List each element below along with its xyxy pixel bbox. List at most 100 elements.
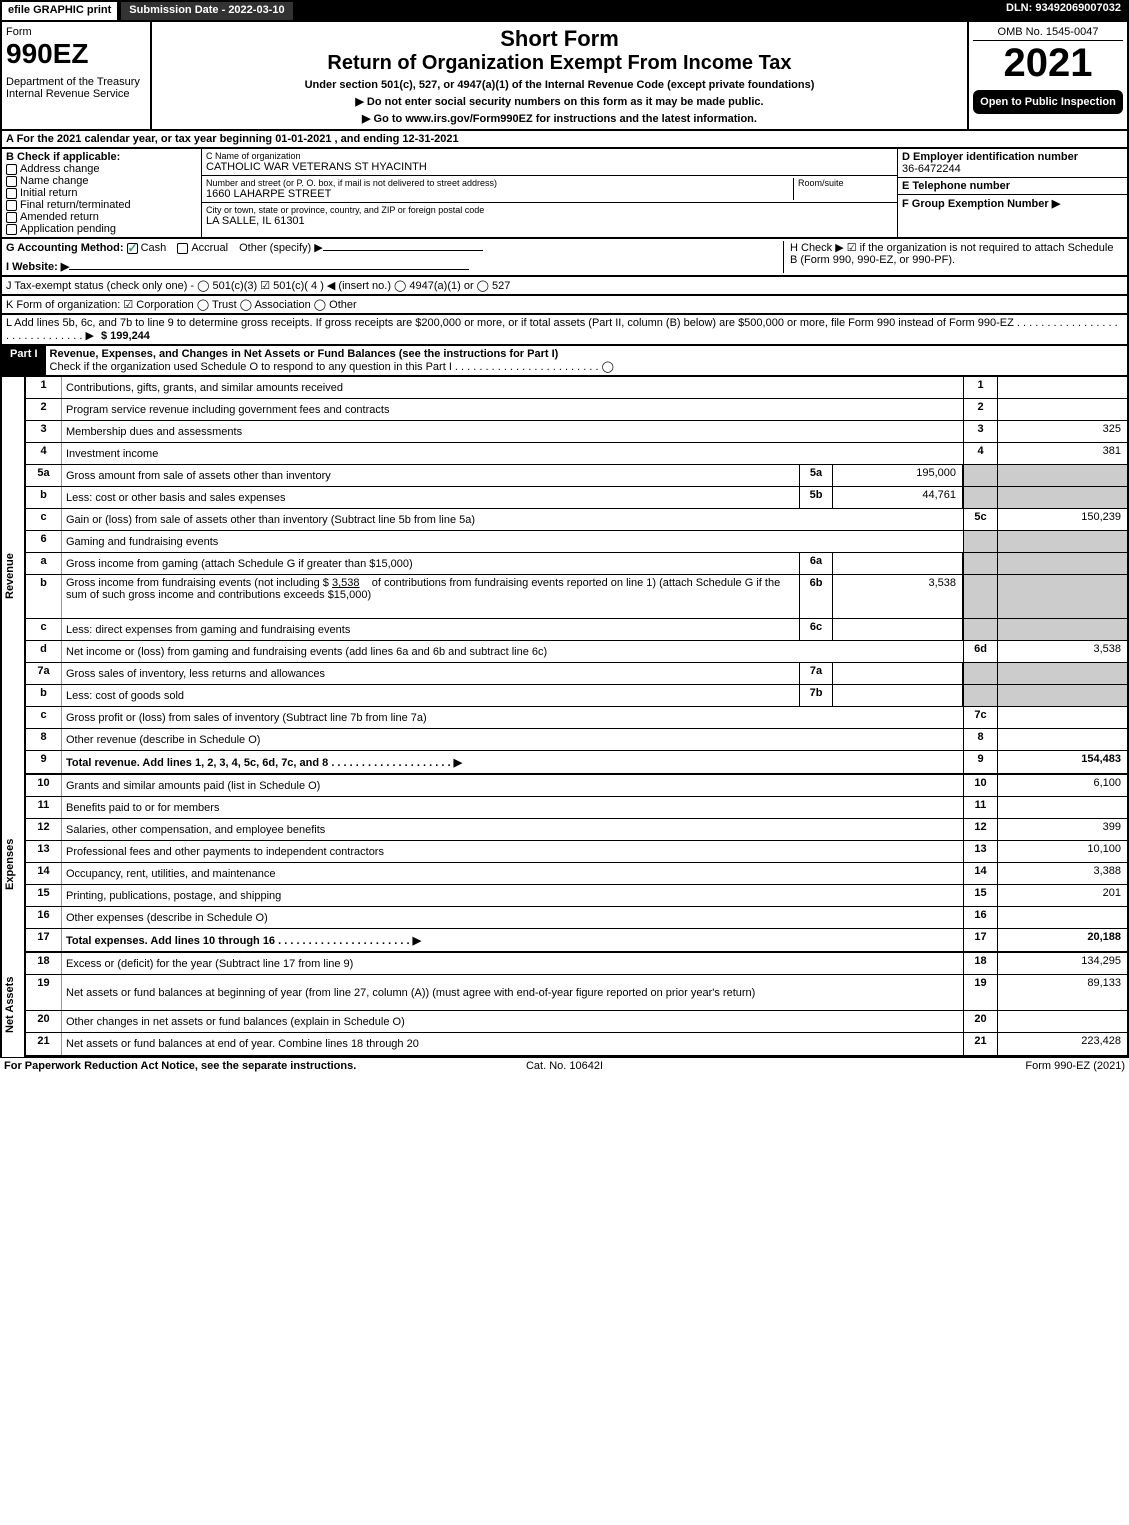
netassets-lines: 18 Excess or (deficit) for the year (Sub…: [24, 953, 1129, 1057]
ln5b-desc: Less: cost or other basis and sales expe…: [62, 487, 799, 508]
line-5c: c Gain or (loss) from sale of assets oth…: [26, 509, 1127, 531]
chk-accrual[interactable]: [177, 243, 188, 254]
ln6c-num: c: [26, 619, 62, 640]
ln6a-val: [997, 553, 1127, 574]
chk-name[interactable]: Name change: [6, 175, 197, 187]
ln16-num: 16: [26, 907, 62, 928]
ln17-num: 17: [26, 929, 62, 951]
ln8-desc: Other revenue (describe in Schedule O): [62, 729, 963, 750]
ln6d-num: d: [26, 641, 62, 662]
ln19-desc: Net assets or fund balances at beginning…: [62, 975, 963, 1010]
ln10-val: 6,100: [997, 775, 1127, 796]
ln7a-sb: 7a: [799, 663, 833, 684]
ln7c-box: 7c: [963, 707, 997, 728]
part1-title-text: Revenue, Expenses, and Changes in Net As…: [50, 348, 559, 360]
city-label: City or town, state or province, country…: [206, 205, 893, 215]
line-4: 4 Investment income 4 381: [26, 443, 1127, 465]
ln9-num: 9: [26, 751, 62, 773]
line-2: 2 Program service revenue including gove…: [26, 399, 1127, 421]
ln14-desc: Occupancy, rent, utilities, and maintena…: [62, 863, 963, 884]
revenue-lines: 1 Contributions, gifts, grants, and simi…: [24, 377, 1129, 775]
line-18: 18 Excess or (deficit) for the year (Sub…: [26, 953, 1127, 975]
ln7b-val: [997, 685, 1127, 706]
org-name: CATHOLIC WAR VETERANS ST HYACINTH: [206, 161, 893, 173]
footer-right: Form 990-EZ (2021): [751, 1060, 1125, 1072]
line-gh: G Accounting Method: Cash Accrual Other …: [0, 239, 1129, 277]
ln12-num: 12: [26, 819, 62, 840]
ln13-box: 13: [963, 841, 997, 862]
ln7b-sv: [833, 685, 963, 706]
phone-label: E Telephone number: [902, 180, 1123, 192]
goto-link[interactable]: ▶ Go to www.irs.gov/Form990EZ for instru…: [156, 112, 963, 125]
ln17-val: 20,188: [997, 929, 1127, 951]
ein-cell: D Employer identification number 36-6472…: [898, 149, 1127, 178]
top-bar: efile GRAPHIC print Submission Date - 20…: [0, 0, 1129, 22]
ln7b-sb: 7b: [799, 685, 833, 706]
street-label: Number and street (or P. O. box, if mail…: [206, 178, 793, 188]
line-6a: a Gross income from gaming (attach Sched…: [26, 553, 1127, 575]
ln6a-desc: Gross income from gaming (attach Schedul…: [62, 553, 799, 574]
line-h: H Check ▶ ☑ if the organization is not r…: [783, 241, 1123, 273]
ln6-box: [963, 531, 997, 552]
header-left: Form 990EZ Department of the Treasury In…: [2, 22, 152, 129]
chk-pending[interactable]: Application pending: [6, 223, 197, 235]
ln5a-num: 5a: [26, 465, 62, 486]
ln6b-sb: 6b: [799, 575, 833, 618]
ln4-desc: Investment income: [62, 443, 963, 464]
line-9: 9 Total revenue. Add lines 1, 2, 3, 4, 5…: [26, 751, 1127, 773]
ln6c-val: [997, 619, 1127, 640]
ln4-val: 381: [997, 443, 1127, 464]
line-13: 13 Professional fees and other payments …: [26, 841, 1127, 863]
chk-cash[interactable]: [127, 243, 138, 254]
ln2-val: [997, 399, 1127, 420]
ln12-desc: Salaries, other compensation, and employ…: [62, 819, 963, 840]
line-a: A For the 2021 calendar year, or tax yea…: [0, 131, 1129, 149]
ln15-num: 15: [26, 885, 62, 906]
c-name-label: C Name of organization: [206, 151, 893, 161]
ln11-desc: Benefits paid to or for members: [62, 797, 963, 818]
ln21-box: 21: [963, 1033, 997, 1055]
dept-treasury: Department of the Treasury: [6, 76, 146, 88]
line-20: 20 Other changes in net assets or fund b…: [26, 1011, 1127, 1033]
ln6c-box: [963, 619, 997, 640]
other-input[interactable]: [323, 250, 483, 251]
chk-final[interactable]: Final return/terminated: [6, 199, 197, 211]
ln7a-sv: [833, 663, 963, 684]
footer-center: Cat. No. 10642I: [378, 1060, 752, 1072]
ln6b-sv: 3,538: [833, 575, 963, 618]
ln1-desc: Contributions, gifts, grants, and simila…: [62, 377, 963, 398]
ln7b-num: b: [26, 685, 62, 706]
website-input[interactable]: [69, 269, 469, 270]
line-14: 14 Occupancy, rent, utilities, and maint…: [26, 863, 1127, 885]
line-j: J Tax-exempt status (check only one) - ◯…: [0, 277, 1129, 296]
ln6b-val: [997, 575, 1127, 618]
ln3-box: 3: [963, 421, 997, 442]
topbar-spacer: [295, 0, 998, 22]
ln5c-val: 150,239: [997, 509, 1127, 530]
ln18-val: 134,295: [997, 953, 1127, 974]
line-6: 6 Gaming and fundraising events: [26, 531, 1127, 553]
part1-check: Check if the organization used Schedule …: [50, 361, 614, 373]
group-label: F Group Exemption Number ▶: [902, 197, 1123, 210]
line-8: 8 Other revenue (describe in Schedule O)…: [26, 729, 1127, 751]
expenses-section: Expenses 10 Grants and similar amounts p…: [0, 775, 1129, 953]
chk-initial[interactable]: Initial return: [6, 187, 197, 199]
efile-label[interactable]: efile GRAPHIC print: [0, 0, 119, 22]
form-word: Form: [6, 26, 146, 38]
return-title: Return of Organization Exempt From Incom…: [156, 52, 963, 75]
line-l-text: L Add lines 5b, 6c, and 7b to line 9 to …: [6, 317, 1118, 342]
ln6b-d1v: 3,538: [332, 577, 360, 589]
ln5a-val: [997, 465, 1127, 486]
chk-amended[interactable]: Amended return: [6, 211, 197, 223]
ln6c-sv: [833, 619, 963, 640]
ln20-box: 20: [963, 1011, 997, 1032]
ln8-val: [997, 729, 1127, 750]
ln3-val: 325: [997, 421, 1127, 442]
ln5a-sb: 5a: [799, 465, 833, 486]
omb-number: OMB No. 1545-0047: [973, 26, 1123, 41]
chk-address[interactable]: Address change: [6, 163, 197, 175]
ln3-num: 3: [26, 421, 62, 442]
form-header: Form 990EZ Department of the Treasury In…: [0, 22, 1129, 131]
line-3: 3 Membership dues and assessments 3 325: [26, 421, 1127, 443]
ln6b-num: b: [26, 575, 62, 618]
